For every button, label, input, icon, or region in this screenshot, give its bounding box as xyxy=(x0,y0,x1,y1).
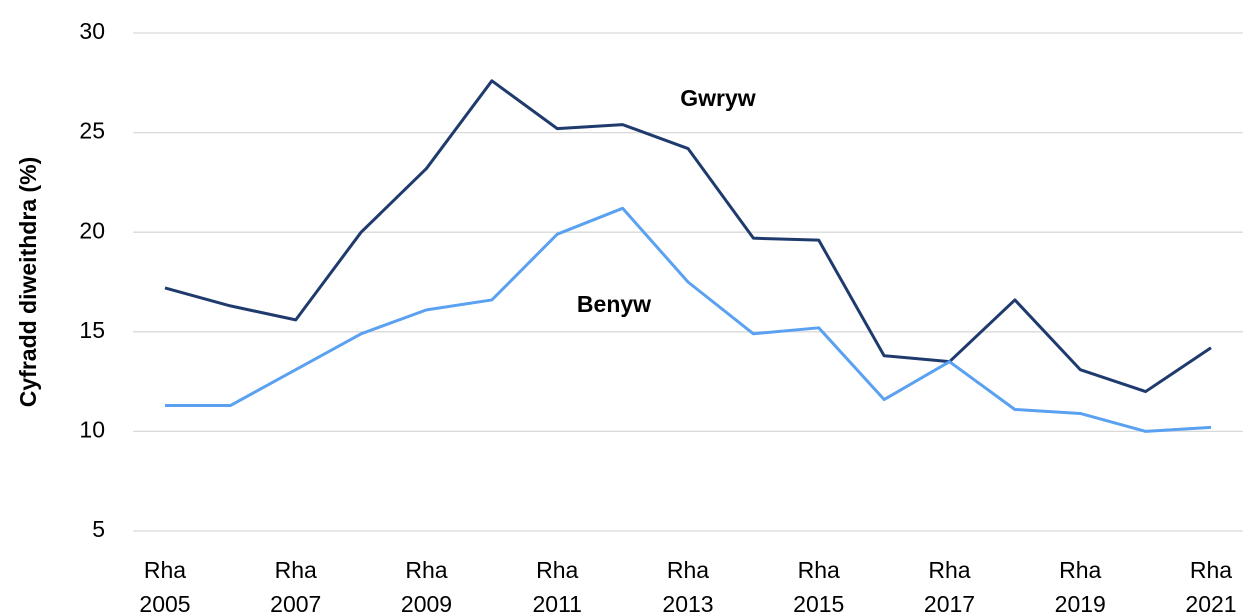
y-tick-label: 5 xyxy=(92,516,105,542)
x-tick-label: Rha 2005 xyxy=(139,557,191,616)
y-tick-label: 20 xyxy=(79,217,105,243)
x-tick-label: Rha 2011 xyxy=(532,557,582,616)
x-tick-label: Rha 2009 xyxy=(400,557,453,616)
x-tick-label: Rha 2021 xyxy=(1185,557,1237,616)
line-series xyxy=(164,79,1212,394)
y-tick-label: 30 xyxy=(79,18,105,44)
y-axis-label: Cyfradd diweithdra (%) xyxy=(15,157,41,407)
x-tick-label: Rha 2013 xyxy=(662,557,714,616)
line-series xyxy=(165,206,1212,433)
x-tick-label: Rha 2015 xyxy=(793,557,845,616)
x-tick-label: Rha 2019 xyxy=(1054,557,1106,616)
series-label: Gwryw xyxy=(680,85,756,111)
y-tick-label: 25 xyxy=(79,118,105,144)
x-tick-label: Rha 2017 xyxy=(923,557,976,616)
series-label: Benyw xyxy=(577,291,651,317)
y-tick-label: 10 xyxy=(79,416,105,442)
x-tick-label: Rha 2007 xyxy=(270,557,322,616)
y-tick-label: 15 xyxy=(79,317,105,343)
